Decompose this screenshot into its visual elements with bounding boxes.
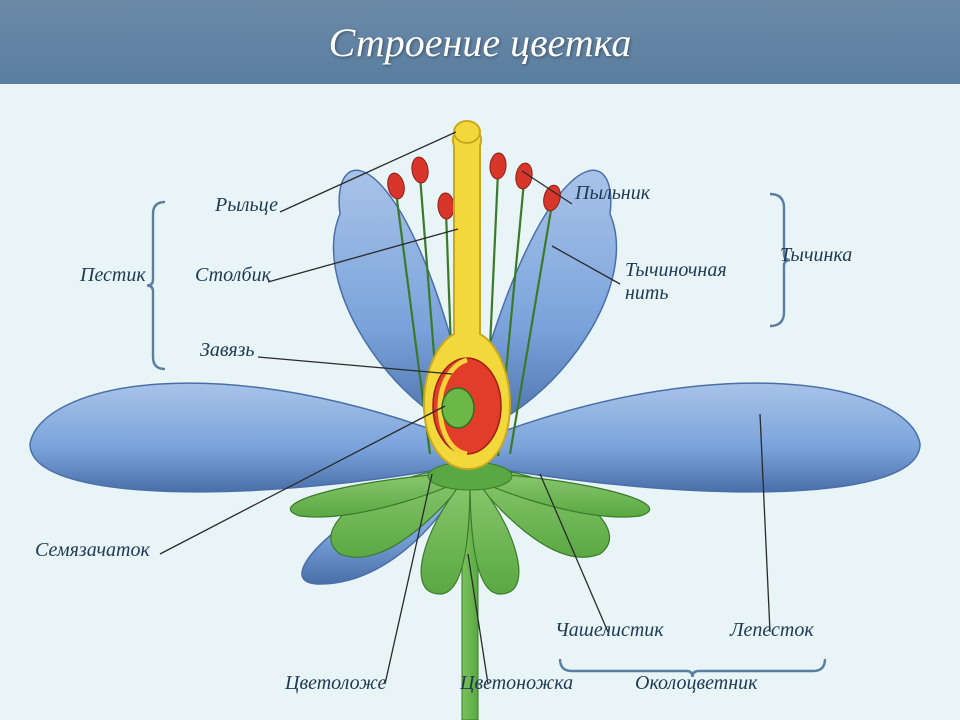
stigma (454, 121, 480, 143)
label-ovary: Завязь (200, 339, 255, 362)
diagram-stage: Строение цветка Рыльце Столбик Пестик Завяз… (0, 0, 960, 720)
ovule (442, 388, 474, 428)
label-filament2: нить (625, 282, 668, 305)
label-filament: Тычиночная (625, 259, 727, 282)
label-pistil: Пестик (80, 264, 146, 287)
title-bar: Строение цветка (0, 0, 960, 84)
label-receptacle: Цветоложе (285, 672, 386, 695)
label-ovule: Семязачаток (35, 539, 150, 562)
page-title: Строение цветка (329, 19, 632, 66)
label-perianth: Околоцветник (635, 672, 758, 695)
label-pedicel: Цветоножка (460, 672, 573, 695)
label-stamen: Тычинка (780, 244, 852, 267)
flower-diagram (0, 84, 960, 720)
label-anther: Пыльник (575, 182, 650, 205)
label-style: Столбик (195, 264, 271, 287)
label-petal: Лепесток (730, 619, 814, 642)
label-sepal: Чашелистик (555, 619, 664, 642)
label-stigma: Рыльце (215, 194, 278, 217)
